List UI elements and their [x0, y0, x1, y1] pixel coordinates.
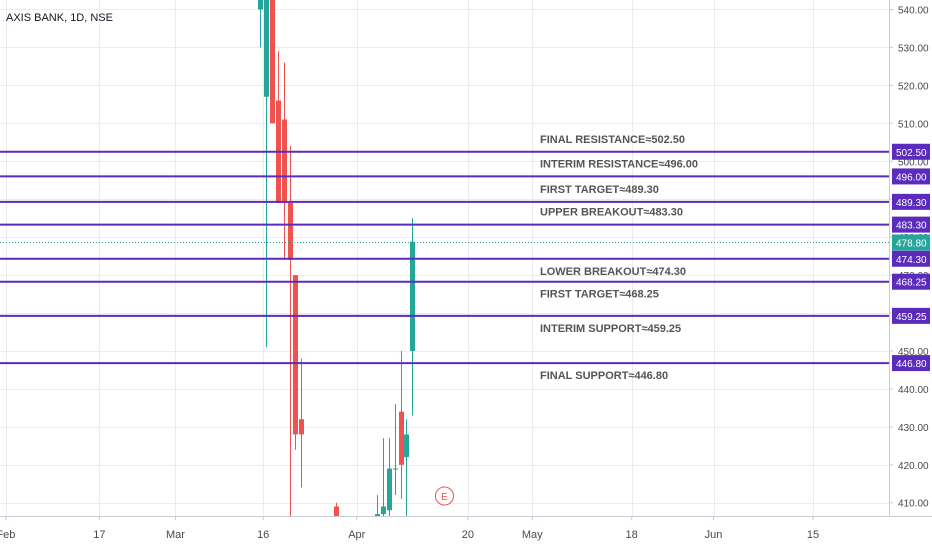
earnings-event-label: E — [441, 492, 448, 503]
level-price-tag-label: 474.30 — [896, 255, 927, 266]
time-axis-label: Feb — [0, 529, 15, 541]
candle-body — [258, 0, 263, 10]
level-annotation-label: LOWER BREAKOUT≈474.30 — [540, 266, 686, 278]
level-price-tag-label: 502.50 — [896, 148, 927, 159]
price-axis-label: 540.00 — [898, 5, 929, 16]
level-price-tag-label: 489.30 — [896, 198, 927, 209]
candle-body — [264, 0, 269, 97]
level-price-tag — [892, 193, 930, 210]
candle-body — [299, 419, 304, 435]
level-annotation-label: UPPER BREAKOUT≈483.30 — [540, 207, 683, 219]
candle-body — [282, 119, 287, 203]
earnings-event-icon — [435, 486, 454, 506]
time-axis-label: Jun — [705, 529, 723, 541]
level-annotation-label: FIRST TARGET≈468.25 — [540, 289, 659, 301]
level-price-tag — [892, 168, 930, 185]
candle-body — [410, 241, 415, 351]
last-price-tag — [892, 234, 930, 251]
price-axis-label: 510.00 — [898, 119, 929, 130]
price-axis-label: 500.00 — [898, 157, 929, 168]
price-axis-label: 440.00 — [898, 385, 929, 396]
level-price-tag — [892, 216, 930, 233]
level-price-tag-label: 468.25 — [896, 278, 927, 289]
level-price-tag — [892, 273, 930, 290]
candle-body — [334, 506, 339, 516]
candle-body — [375, 514, 380, 516]
time-axis-label: 15 — [807, 529, 819, 541]
level-annotation-label: FINAL RESISTANCE≈502.50 — [540, 134, 685, 146]
time-axis-label: Apr — [348, 529, 365, 541]
time-axis-label: 20 — [462, 529, 474, 541]
time-axis-label: May — [522, 529, 543, 541]
time-axis-label: 17 — [93, 529, 105, 541]
level-price-tag — [892, 250, 930, 267]
level-annotation-label: FIRST TARGET≈489.30 — [540, 184, 659, 196]
level-price-tag — [892, 143, 930, 160]
candle-body — [393, 468, 398, 470]
candle-body — [270, 0, 275, 124]
level-price-tag-label: 446.80 — [896, 359, 927, 370]
price-axis-label: 450.00 — [898, 347, 929, 358]
level-price-tag-label: 459.25 — [896, 312, 927, 323]
candle-body — [387, 468, 392, 511]
chart-title: AXIS BANK, 1D, NSE — [6, 12, 113, 24]
price-axis-label: 530.00 — [898, 43, 929, 54]
candle-body — [293, 275, 298, 435]
candle-body — [399, 411, 404, 465]
price-axis-label: 420.00 — [898, 461, 929, 472]
level-price-tag — [892, 307, 930, 324]
time-axis-background — [0, 516, 932, 550]
price-axis-label: 430.00 — [898, 423, 929, 434]
candle-body — [404, 434, 409, 458]
candle-body — [288, 202, 293, 260]
level-annotation-label: INTERIM SUPPORT≈459.25 — [540, 323, 681, 335]
time-axis-label: Mar — [166, 529, 185, 541]
level-price-tag-label: 483.30 — [896, 221, 927, 232]
price-axis-label: 520.00 — [898, 81, 929, 92]
level-annotation-label: INTERIM RESISTANCE≈496.00 — [540, 158, 698, 170]
last-price-tag-label: 478.80 — [896, 239, 927, 250]
level-price-tag-label: 496.00 — [896, 172, 927, 183]
time-axis-label: 18 — [626, 529, 638, 541]
candle-body — [381, 506, 386, 515]
price-axis-label: 410.00 — [898, 499, 929, 510]
time-axis-label: 16 — [257, 529, 269, 541]
level-annotation-label: FINAL SUPPORT≈446.80 — [540, 370, 668, 382]
level-price-tag — [892, 355, 930, 372]
